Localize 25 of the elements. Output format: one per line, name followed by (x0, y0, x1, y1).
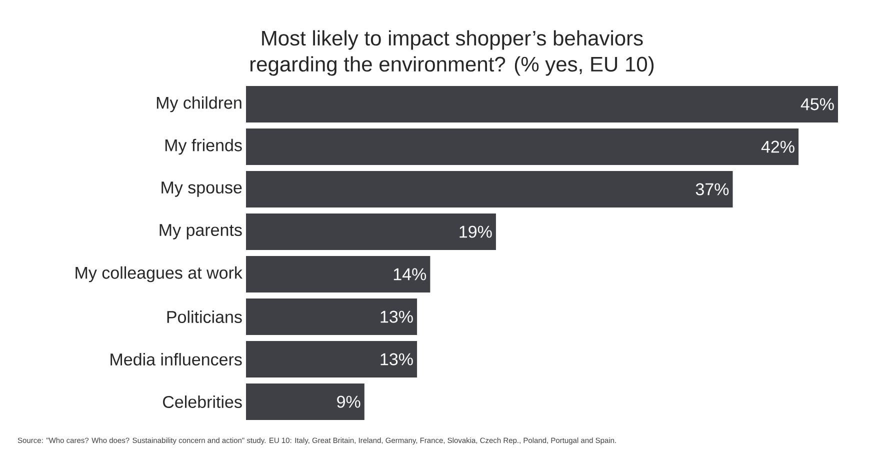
y-tick-label: My spouse (162, 182, 242, 197)
bar (246, 341, 418, 378)
data-label: 13% (380, 353, 413, 366)
data-label: 37% (696, 183, 729, 196)
y-tick-label: My children (156, 96, 242, 112)
y-tick-label: Politicians (167, 310, 242, 324)
y-tick-label: My colleagues at work (76, 266, 242, 282)
data-label: 9% (337, 396, 360, 408)
y-tick-label: Media influencers (110, 353, 242, 366)
y-tick-label: Celebrities (163, 396, 242, 408)
y-tick-label: My parents (160, 224, 242, 240)
bar (246, 384, 364, 420)
bar (246, 171, 733, 208)
data-label: 42% (761, 140, 794, 153)
data-label: 14% (394, 268, 426, 280)
bar (246, 214, 496, 250)
bar (246, 86, 838, 123)
bar (246, 256, 430, 293)
y-tick-label: My friends (165, 138, 242, 155)
bar (246, 128, 799, 166)
bar (246, 298, 418, 336)
data-label: 19% (460, 226, 492, 238)
data-label: 13% (380, 310, 413, 323)
data-label: 45% (800, 98, 834, 110)
chart-title: Most likely to impact shopper’s behaviors regarding the environment? (% yes, EU 10) (250, 30, 654, 76)
